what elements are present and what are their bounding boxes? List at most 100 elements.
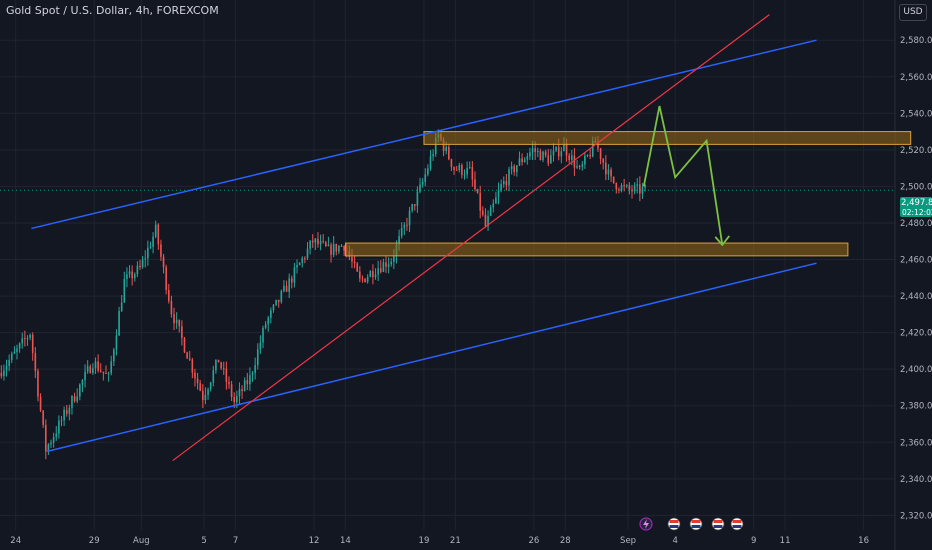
candle-body	[141, 259, 144, 268]
candle-body	[526, 156, 529, 160]
candle-body	[309, 240, 311, 249]
candle-body	[73, 396, 76, 402]
time-axis[interactable]: 24 29 Aug 5 7 12 14 19 21 26 28 Sep 4 9 11 16	[10, 536, 869, 546]
candle-body	[521, 158, 523, 163]
time-tick-label: 5	[201, 536, 206, 546]
candle-body	[612, 176, 615, 183]
candle-body	[458, 165, 461, 170]
candle-body	[353, 261, 356, 264]
time-tick-label: 24	[10, 536, 21, 546]
candle-body	[372, 271, 374, 278]
us-flag-event-icon	[667, 517, 681, 531]
candle-body	[251, 372, 254, 376]
candle-body	[5, 365, 8, 371]
candle-body	[246, 380, 249, 385]
candle-body	[615, 182, 618, 190]
candle-body	[633, 185, 636, 192]
candle-body	[623, 185, 625, 187]
candle-body	[620, 185, 623, 191]
candle-body	[42, 410, 44, 425]
candle-body	[162, 256, 165, 268]
candle-body	[479, 192, 482, 211]
candle-body	[516, 165, 518, 173]
candle-body	[97, 361, 99, 371]
candle-body	[573, 155, 576, 168]
candle-body	[186, 352, 188, 359]
candle-body	[482, 210, 484, 215]
candle-body	[55, 433, 58, 438]
candle-body	[29, 334, 31, 338]
candle-body	[71, 396, 73, 408]
candle-body	[463, 174, 466, 176]
candle-body	[636, 184, 639, 186]
candle-body	[429, 156, 432, 169]
us-flag-event-icon	[711, 517, 725, 531]
candle-body	[215, 359, 217, 371]
candle-body	[534, 148, 536, 152]
currency-button[interactable]: USD	[899, 4, 927, 21]
candle-body	[243, 380, 246, 391]
candle-body	[149, 246, 152, 248]
candle-body	[641, 187, 644, 194]
candle-body	[453, 167, 455, 170]
candle-body	[565, 143, 568, 156]
candle-body	[605, 162, 607, 175]
candle-body	[13, 351, 16, 354]
candle-body	[513, 166, 516, 173]
candle-body	[589, 155, 591, 157]
price-axis[interactable]: 2,320.00 2,340.00 2,360.00 2,380.00 2,400.00…	[900, 36, 932, 521]
candle-body	[21, 338, 24, 344]
candle-body	[581, 164, 584, 167]
candle-body	[175, 319, 178, 324]
flag-stripe	[691, 525, 701, 528]
chart-title: Gold Spot / U.S. Dollar, 4h, FOREXCOM	[6, 4, 219, 17]
candle-body	[599, 148, 602, 160]
candle-body	[343, 246, 345, 251]
candles	[0, 129, 646, 460]
candle-body	[183, 338, 186, 353]
candle-body	[563, 143, 565, 152]
candle-body	[487, 215, 489, 227]
time-tick-label: 7	[233, 536, 238, 546]
candle-body	[555, 146, 557, 151]
candle-body	[382, 262, 385, 272]
candle-body	[8, 360, 10, 366]
candle-body	[157, 224, 160, 245]
grid	[0, 0, 896, 550]
flag-stripe	[713, 525, 723, 528]
candle-body	[379, 268, 382, 272]
last-price-value: 2,497.88	[901, 198, 932, 208]
candle-body	[427, 168, 429, 175]
candle-body	[230, 384, 233, 398]
candle-body	[508, 169, 510, 186]
candle-body	[340, 245, 343, 247]
candle-body	[364, 278, 366, 283]
candle-body	[37, 370, 39, 397]
candle-body	[24, 338, 26, 340]
candle-body	[424, 174, 427, 182]
candle-body	[102, 371, 105, 373]
time-tick-label: 11	[780, 536, 791, 546]
candle-body	[361, 278, 364, 280]
candle-body	[236, 395, 238, 403]
candle-body	[495, 197, 497, 204]
candle-body	[259, 342, 262, 350]
candle-body	[105, 372, 107, 374]
candle-body	[351, 256, 353, 262]
candle-body	[92, 368, 94, 373]
price-tick-label: 2,500.00	[900, 182, 932, 192]
candle-body	[290, 278, 293, 283]
time-tick-label: 12	[309, 536, 320, 546]
price-tick-label: 2,520.00	[900, 146, 932, 156]
candle-body	[225, 368, 228, 382]
candle-body	[267, 317, 270, 325]
candle-body	[283, 285, 285, 291]
candle-body	[304, 258, 306, 260]
candle-body	[628, 185, 631, 190]
candle-body	[434, 137, 437, 155]
candle-body	[317, 238, 319, 245]
event-markers[interactable]	[639, 517, 744, 531]
candle-body	[314, 238, 317, 243]
candle-body	[338, 245, 340, 252]
